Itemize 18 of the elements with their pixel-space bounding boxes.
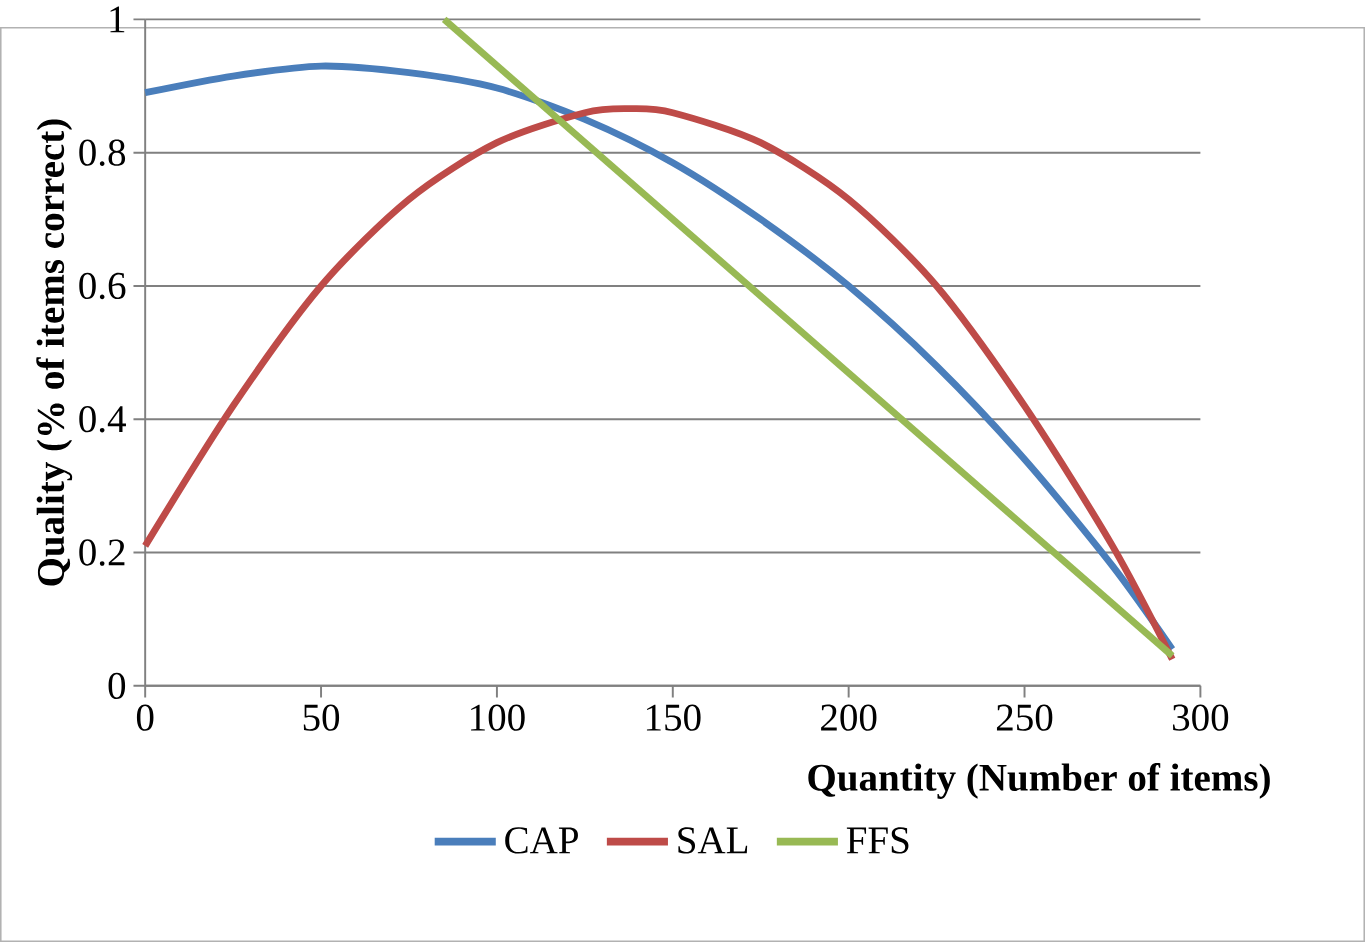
x-axis-title: Quantity (Number of items) <box>808 762 1270 799</box>
x-tick-label: 50 <box>303 704 340 731</box>
legend-label: FFS <box>846 827 909 854</box>
x-tick-label: 100 <box>471 704 525 731</box>
y-tick-label: 0.2 <box>79 539 125 566</box>
x-tick-label: 150 <box>646 704 701 731</box>
y-tick-label: 1 <box>110 6 125 33</box>
y-tick-label: 0.6 <box>79 272 126 300</box>
y-axis-title: Quality (% of items correct) <box>36 119 73 586</box>
x-tick-label: 250 <box>996 704 1053 731</box>
x-tick-label: 0 <box>136 704 154 731</box>
x-tick-label: 200 <box>821 704 877 731</box>
y-tick-label: 0.4 <box>79 405 126 433</box>
x-tick-label: 300 <box>1172 704 1229 731</box>
legend-label: CAP <box>505 827 578 854</box>
legend-label: SAL <box>678 827 748 854</box>
y-tick-label: 0.8 <box>79 139 126 166</box>
y-tick-label: 0 <box>108 672 126 699</box>
